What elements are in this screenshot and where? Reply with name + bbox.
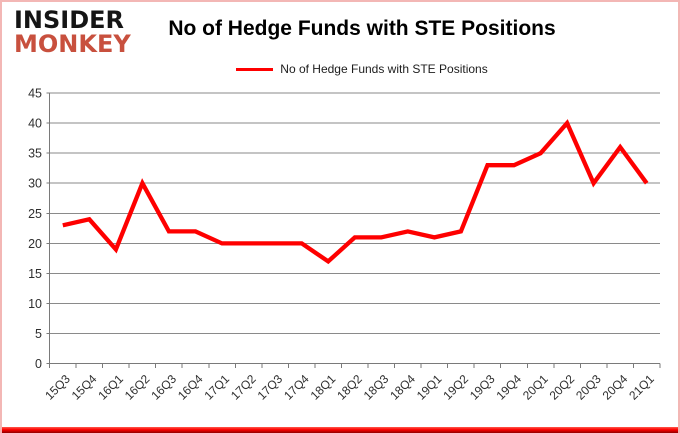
x-axis-label: 15Q4 [69,372,100,403]
x-axis-label: 19Q4 [493,372,524,403]
y-axis-label: 5 [35,327,42,341]
logo-text-insider: INSIDER [14,6,125,34]
x-axis-label: 18Q4 [387,372,418,403]
y-axis-label: 45 [28,87,42,101]
x-axis-label: 16Q2 [122,372,153,403]
x-axis-label: 19Q2 [440,372,471,403]
x-axis-label: 19Q3 [467,372,498,403]
x-axis-label: 17Q4 [281,372,312,403]
y-axis-label: 35 [28,147,42,161]
x-axis-label: 18Q1 [308,372,339,403]
x-axis-label: 16Q3 [148,372,179,403]
legend-line-swatch [236,67,274,71]
legend-series-label: No of Hedge Funds with STE Positions [280,62,488,76]
x-axis-label: 16Q1 [95,372,126,403]
chart-legend: No of Hedge Funds with STE Positions [52,62,672,76]
x-axis-label: 18Q3 [361,372,392,403]
x-axis-label: 20Q4 [600,372,631,403]
x-axis-label: 17Q1 [201,372,232,403]
y-axis-label: 10 [28,297,42,311]
x-axis-label: 15Q3 [42,372,73,403]
x-axis-label: 20Q3 [573,372,604,403]
line-chart-plot: 0 5 10 15 20 25 30 35 40 45 15Q315Q416Q116Q216Q316… [28,87,661,403]
x-axis-label: 16Q4 [175,372,206,403]
bottom-accent-bar [2,427,678,433]
x-axis-label: 19Q1 [414,372,445,403]
y-axis-label: 0 [35,357,42,371]
y-axis-label: 40 [28,117,42,131]
insider-monkey-logo: INSIDER MONKEY [14,6,131,58]
x-axis-label: 17Q2 [228,372,259,403]
x-axis-label: 20Q1 [520,372,551,403]
x-axis-label: 18Q2 [334,372,365,403]
y-axis-label: 20 [28,237,42,251]
y-axis-label: 15 [28,267,42,281]
y-axis-label: 25 [28,207,42,221]
chart-title: No of Hedge Funds with STE Positions [168,17,556,40]
x-axis-label: 20Q2 [547,372,578,403]
y-axis-label: 30 [28,177,42,191]
data-series-line [62,119,649,265]
x-axis-label: 21Q1 [626,372,657,403]
x-axis-label: 17Q3 [255,372,286,403]
logo-text-monkey: MONKEY [14,29,131,58]
